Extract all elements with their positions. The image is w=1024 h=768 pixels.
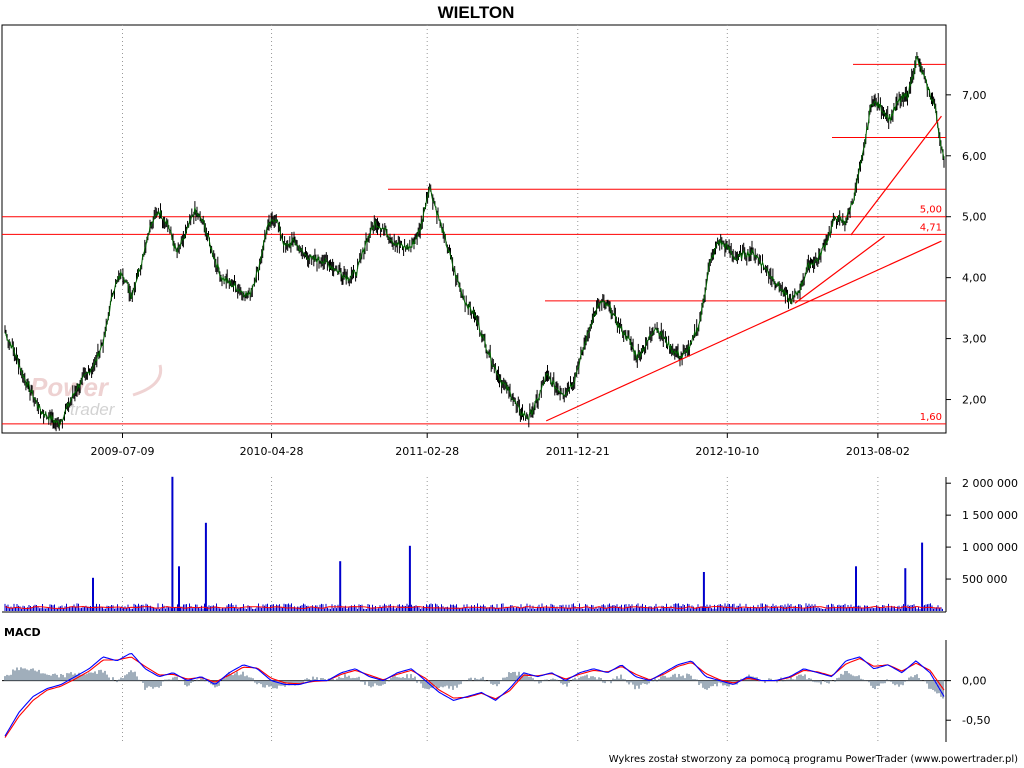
level-value-label: 5,00 [920,205,942,216]
volume-y-tick-label: 1 500 000 [962,509,1018,522]
macd-y-tick-label: 0,00 [962,675,987,688]
macd-panel-title: MACD [4,626,41,639]
support-resistance-lines [2,63,946,425]
volume-average-line [4,605,942,609]
x-tick-label: 2013-08-02 [846,445,910,458]
price-y-tick-label: 4,00 [962,272,987,285]
volume-y-tick-label: 2 000 000 [962,477,1018,490]
x-tick-label: 2009-07-09 [91,445,155,458]
level-value-label: 1,60 [920,412,942,423]
price-panel-frame [1,24,947,434]
x-axis-ticks: 2009-07-09 2010-04-28 2011-02-28 2011-12-21… [91,433,910,458]
macd-line [4,653,945,737]
level-value-label: 4,71 [920,222,942,233]
x-tick-label: 2010-04-28 [240,445,304,458]
volume-bars [4,476,943,611]
volume-spike-bar [339,561,342,611]
volume-spike-bar [904,568,907,611]
trend-line [850,115,942,236]
footer-credit: Wykres został stworzony za pomocą progra… [609,754,1018,765]
watermark-text-power: Power [30,372,110,402]
trend-line [545,240,942,422]
price-y-tick-label: 6,00 [962,150,987,163]
trend-lines [545,115,942,422]
macd-series [2,653,946,738]
volume-spike-bar [204,522,207,611]
macd-signal-line [4,656,945,738]
trend-line [794,235,885,304]
volume-y-tick-label: 500 000 [962,573,1008,586]
price-y-tick-label: 7,00 [962,89,987,102]
volume-y-tick-label: 1 000 000 [962,541,1018,554]
price-series [4,52,945,432]
macd-y-tick-label: -0,50 [962,714,990,727]
x-tick-label: 2012-10-10 [695,445,759,458]
volume-spike-bar [921,542,924,611]
volume-spike-bar [408,545,411,611]
grid-lines [122,25,879,742]
volume-spike-bar [702,572,705,611]
watermark-logo: Power trader [30,364,163,419]
y-axis-ticks: 2,00 3,00 4,00 5,00 6,00 7,00 500 000 1 000 000… [946,89,1018,727]
price-y-tick-label: 5,00 [962,211,987,224]
x-tick-label: 2011-02-28 [395,445,459,458]
watermark-text-trader: trader [70,400,116,419]
volume-spike-bar [92,577,94,611]
level-labels: 1,60 4,71 5,00 [920,205,942,423]
chart-title: WIELTON [438,3,515,22]
volume-spike-bar [178,566,180,611]
price-y-tick-label: 2,00 [962,394,987,407]
price-line [4,54,945,429]
volume-spike-bar [855,566,857,611]
x-tick-label: 2011-12-21 [546,445,610,458]
volume-spike-bar [171,476,174,611]
price-y-tick-label: 3,00 [962,333,987,346]
